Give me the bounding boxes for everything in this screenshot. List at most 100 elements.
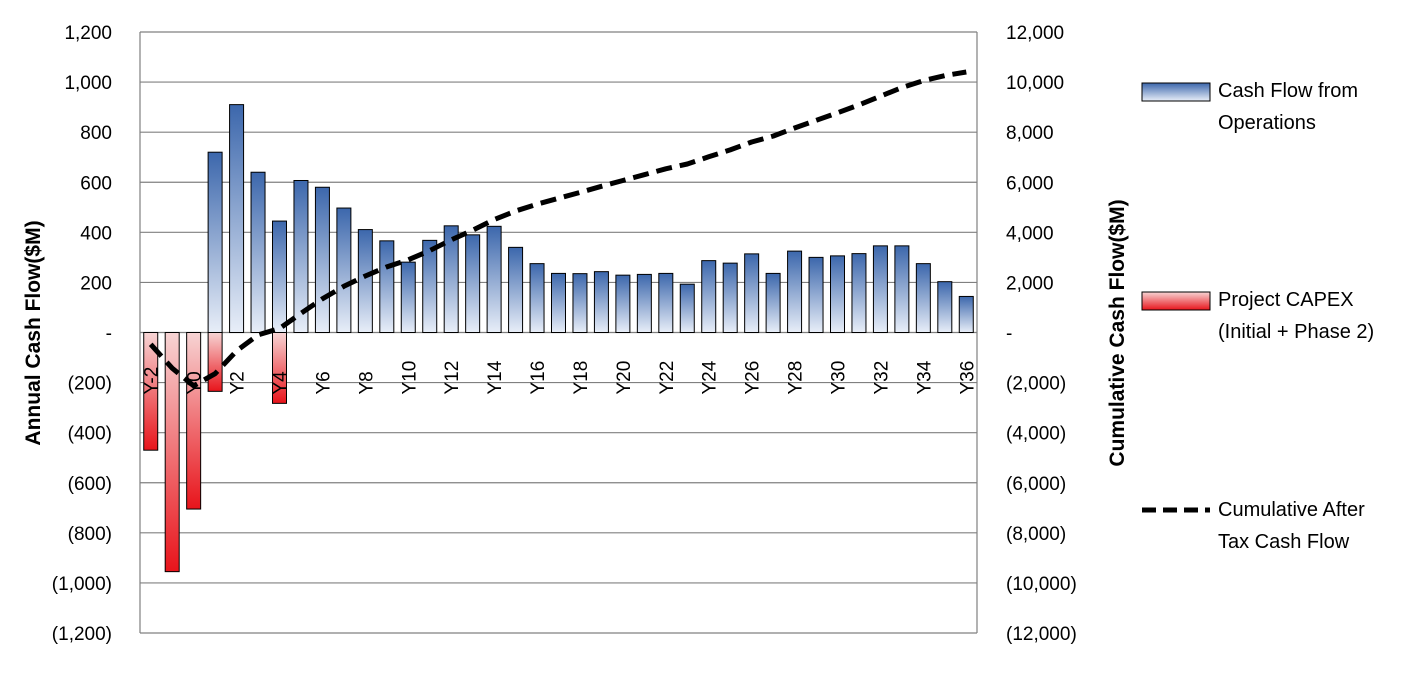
x-tick-label: Y30: [829, 361, 850, 395]
bar-operations-Y14: [486, 225, 502, 333]
bar-operations-Y31: [851, 253, 867, 333]
x-tick-label: Y16: [528, 361, 549, 395]
bar-operations-Y15: [508, 246, 524, 334]
bar-operations-Y35: [937, 281, 953, 333]
x-tick-label: Y36: [957, 361, 978, 395]
left-tick-label: (600): [68, 474, 112, 495]
x-tick-label: Y10: [399, 361, 420, 395]
x-axis-labels: Y-2 Y0 Y2 Y4 Y6 Y8 Y10 Y12 Y14 Y16 Y18 Y20 Y22 Y24 Y26…: [142, 360, 979, 394]
right-tick-label: 8,000: [1006, 123, 1054, 144]
bar-operations-Y1: [207, 151, 223, 333]
bar-capex-Y-2: [143, 332, 159, 451]
x-tick-label: Y12: [442, 361, 463, 395]
left-tick-label: (1,000): [52, 574, 112, 595]
legend-swatch-operations: [1141, 82, 1211, 102]
left-tick-label: 1,000: [64, 73, 112, 94]
left-tick-label: 800: [80, 123, 112, 144]
bar-operations-Y10: [400, 261, 416, 333]
x-tick-label: Y26: [743, 361, 764, 395]
bar-operations-Y33: [894, 245, 910, 333]
bar-operations-Y19: [593, 271, 609, 333]
x-tick-label: Y14: [485, 360, 506, 394]
x-tick-label: Y-2: [142, 367, 163, 395]
cumulative-line-layer: [148, 69, 967, 389]
x-tick-label: Y24: [700, 360, 721, 394]
legend-label-cumulative-line1: Cumulative After: [1218, 499, 1365, 521]
bar-operations-Y22: [658, 272, 674, 334]
x-tick-label: Y32: [871, 361, 892, 395]
x-tick-label: Y28: [786, 361, 807, 395]
bar-capex-Y1: [207, 332, 223, 392]
bar-operations-Y29: [808, 256, 824, 333]
x-tick-label: Y4: [271, 371, 292, 395]
right-tick-label: 2,000: [1006, 273, 1054, 294]
bar-operations-Y16: [529, 263, 545, 333]
right-axis-title: Cumulative Cash Flow($M): [1106, 199, 1129, 466]
bar-capex-Y-1: [164, 332, 180, 573]
right-tick-label: 6,000: [1006, 173, 1054, 194]
x-tick-label: Y8: [356, 371, 377, 394]
left-tick-label: (1,200): [52, 624, 112, 645]
x-tick-label: Y6: [313, 371, 334, 394]
right-tick-label: 4,000: [1006, 223, 1054, 244]
bar-operations-Y32: [872, 245, 888, 333]
bar-operations-Y5: [293, 179, 309, 333]
cumulative-cash-flow-line: [148, 69, 967, 389]
bar-operations-Y26: [744, 253, 760, 334]
bar-capex-Y4: [272, 332, 287, 404]
bar-operations-Y28: [787, 250, 803, 333]
bar-operations-Y23: [679, 283, 695, 334]
legend-swatch-capex: [1141, 291, 1211, 311]
legend-label-cumulative-line2: Tax Cash Flow: [1218, 531, 1350, 553]
bar-operations-Y6: [314, 186, 330, 333]
bar-operations-Y20: [615, 274, 631, 333]
right-tick-label: 12,000: [1006, 23, 1064, 44]
bar-operations-Y9: [379, 240, 395, 333]
left-axis-labels: 1,200 1,000 800 600 400 200 - (200) (400) (600) (8…: [52, 23, 112, 645]
left-tick-label: -: [106, 324, 112, 345]
x-tick-label: Y22: [657, 361, 678, 395]
bar-operations-Y13: [465, 234, 481, 333]
left-tick-label: 1,200: [64, 23, 112, 44]
bar-capex-Y0: [186, 332, 202, 510]
left-tick-label: (400): [68, 424, 112, 445]
bar-operations-Y27: [765, 272, 781, 334]
left-axis-title: Annual Cash Flow($M): [22, 220, 45, 445]
right-tick-label: (12,000): [1006, 624, 1077, 645]
right-tick-label: 10,000: [1006, 73, 1064, 94]
bar-operations-Y3: [250, 171, 266, 333]
right-tick-label: (8,000): [1006, 524, 1066, 545]
left-tick-label: (200): [68, 374, 112, 395]
x-tick-label: Y34: [914, 360, 935, 394]
x-tick-label: Y0: [185, 371, 206, 394]
x-tick-label: Y18: [571, 361, 592, 395]
bar-operations-Y11: [422, 239, 438, 333]
bar-operations-Y25: [722, 262, 738, 333]
left-tick-label: 400: [80, 223, 112, 244]
left-tick-label: (800): [68, 524, 112, 545]
bar-operations-Y7: [336, 207, 352, 334]
bar-operations-Y8: [357, 229, 373, 333]
bar-operations-Y2: [229, 104, 245, 333]
right-tick-label: -: [1006, 324, 1012, 345]
right-tick-label: (10,000): [1006, 574, 1077, 595]
bars: [143, 104, 974, 573]
legend: Cash Flow from Operations Project CAPEX …: [1141, 80, 1374, 553]
left-tick-label: 600: [80, 173, 112, 194]
legend-label-capex-line1: Project CAPEX: [1218, 289, 1354, 311]
bar-operations-Y12: [443, 225, 459, 333]
bar-operations-Y24: [701, 260, 717, 333]
right-tick-label: (2,000): [1006, 374, 1066, 395]
bar-operations-Y21: [636, 273, 652, 333]
right-tick-label: (6,000): [1006, 474, 1066, 495]
bar-operations-Y30: [830, 255, 845, 333]
bar-operations-Y36: [958, 295, 974, 334]
bar-operations-Y17: [551, 272, 566, 334]
right-tick-label: (4,000): [1006, 424, 1066, 445]
legend-label-capex-line2: (Initial + Phase 2): [1218, 321, 1374, 343]
bar-operations-Y18: [572, 273, 588, 333]
bar-operations-Y34: [915, 263, 931, 333]
bar-operations-Y4: [272, 220, 287, 334]
x-tick-label: Y20: [614, 361, 635, 395]
